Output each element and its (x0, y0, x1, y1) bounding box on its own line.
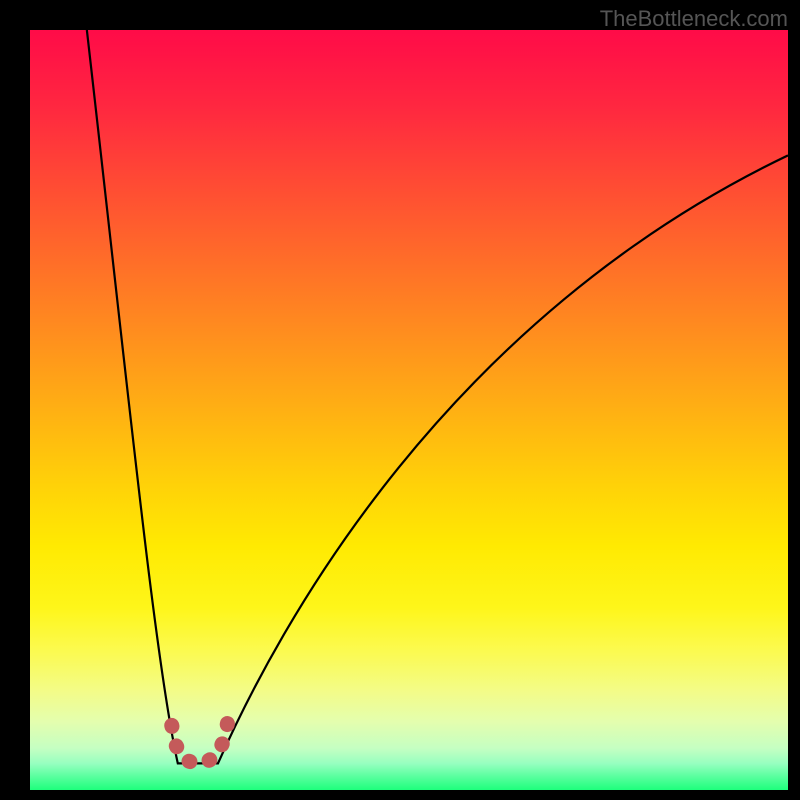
curve-layer (30, 30, 788, 790)
watermark-text: TheBottleneck.com (600, 6, 788, 32)
plot-area (30, 30, 788, 790)
bottleneck-curve (87, 30, 788, 763)
minimum-marker (172, 722, 228, 764)
